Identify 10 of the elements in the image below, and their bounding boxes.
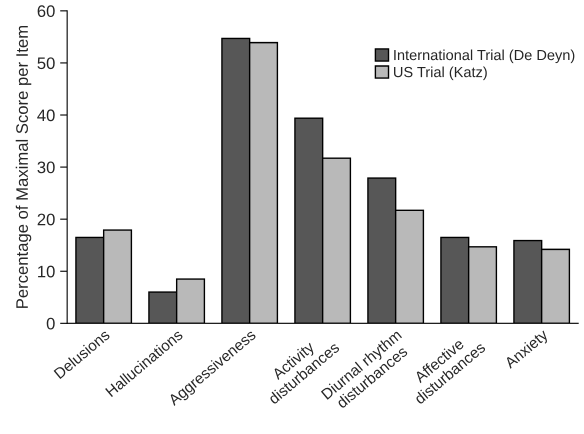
legend-label: US Trial (Katz) [394, 66, 487, 80]
legend-label: International Trial (De Deyn) [394, 49, 574, 64]
y-tick-label: 30 [37, 161, 55, 174]
y-axis-title: Percentage of Maximal Score per Item [16, 26, 32, 308]
y-tick-label: 40 [37, 109, 55, 122]
y-tick-label: 50 [37, 57, 55, 70]
y-tick-label: 20 [38, 214, 55, 226]
y-tick-label: 60 [38, 5, 55, 18]
y-tick-label: 10 [38, 266, 55, 278]
y-tick-label: 0 [46, 318, 55, 330]
